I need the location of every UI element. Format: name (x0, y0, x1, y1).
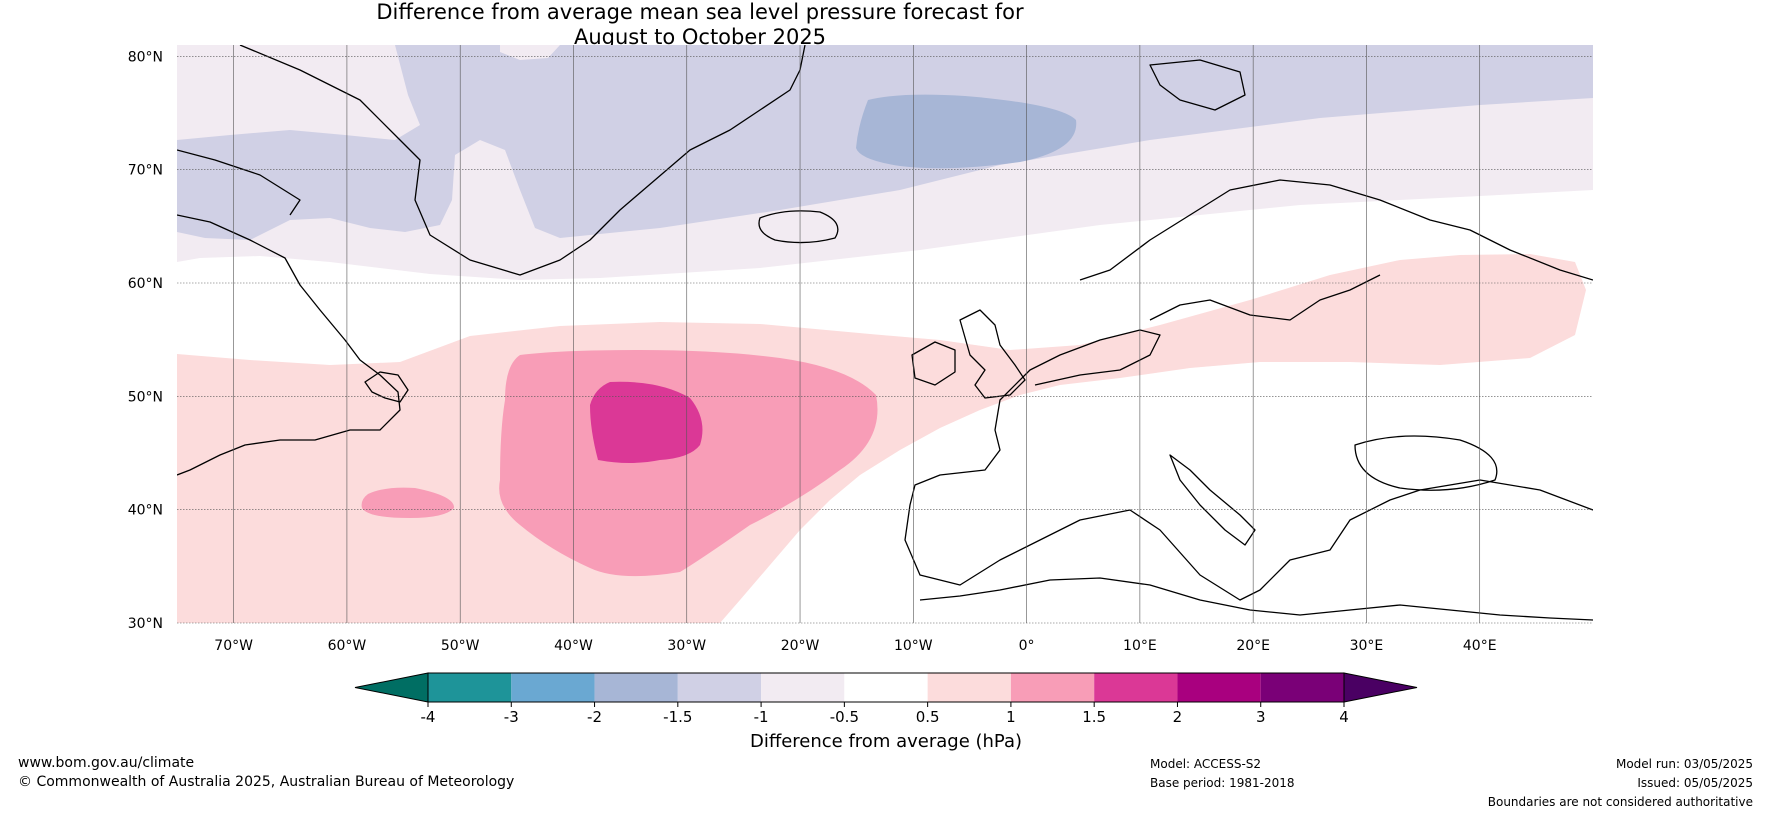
colorbar-bin (844, 673, 928, 702)
lon-tick-label: 10°W (894, 638, 933, 654)
colorbar-tick-label: -0.5 (830, 708, 859, 726)
lon-tick-label: 40°W (554, 638, 593, 654)
colorbar-tick-label: 2 (1173, 708, 1183, 726)
italy-coastline (1169, 454, 1256, 546)
lon-tick-label: 60°W (328, 638, 367, 654)
longitude-labels: 70°W 60°W 50°W 40°W 30°W 20°W 10°W 0° 10°E 20°E 30… (214, 638, 1496, 654)
scandinavia-coastline (1079, 179, 1593, 281)
greenland-coastline (239, 45, 806, 276)
lon-tick-label: 20°W (781, 638, 820, 654)
svalbard-coastline (1149, 59, 1246, 111)
footer-base-period: Base period: 1981-2018 (1150, 776, 1295, 790)
colorbar-tick-label: -3 (504, 708, 519, 726)
colorbar-tick-label: 3 (1256, 708, 1266, 726)
lon-tick-label: 10°E (1123, 638, 1157, 654)
lon-tick-label: 40°E (1463, 638, 1497, 654)
colorbar-bin (1260, 673, 1344, 702)
footer-issued: Issued: 05/05/2025 (1637, 776, 1753, 790)
lon-tick-label: 30°W (667, 638, 706, 654)
colorbar-bin (428, 673, 512, 702)
ireland-coastline (911, 341, 956, 386)
anomaly-region-plus-1-5 (590, 381, 703, 463)
graticule (177, 45, 1593, 624)
colorbar-extend-low (354, 672, 429, 703)
canada-coastline (177, 214, 401, 476)
colorbar-extend-high (1343, 672, 1418, 703)
anomaly-region-minus-1-north-pocket (500, 45, 560, 60)
colorbar-tick-label: 1 (1006, 708, 1016, 726)
map-title: Difference from average mean sea level p… (0, 0, 1400, 50)
colorbar-bin (1010, 673, 1095, 702)
colorbar-bin (1094, 673, 1178, 702)
lon-tick-label: 70°W (214, 638, 253, 654)
colorbar-bin (594, 673, 678, 702)
colorbar-tick-label: -1 (754, 708, 769, 726)
colorbar-bin (1177, 673, 1261, 702)
lat-tick-label: 60°N (128, 276, 163, 292)
footer-copyright: © Commonwealth of Australia 2025, Austra… (18, 774, 515, 790)
latitude-labels: 80°N 70°N 60°N 50°N 40°N 30°N (128, 49, 163, 632)
lon-tick-label: 50°W (441, 638, 480, 654)
colorbar-tick-label: 1.5 (1082, 708, 1106, 726)
black-sea-coastline (1354, 435, 1498, 491)
footer-model-run: Model run: 03/05/2025 (1615, 757, 1753, 771)
iceland-coastline (758, 210, 839, 244)
baltic-coastline (1149, 274, 1381, 321)
lon-tick-label: 0° (1019, 638, 1035, 654)
anomaly-region-minus-1-5 (856, 94, 1077, 169)
colorbar-bin (511, 673, 595, 702)
colorbar-tick-label: 4 (1339, 708, 1349, 726)
lat-tick-label: 70°N (128, 163, 163, 179)
lon-tick-label: 30°E (1350, 638, 1384, 654)
colorbar-tick-label: -2 (587, 708, 602, 726)
colorbar-tick-label: -1.5 (663, 708, 692, 726)
title-line-1: Difference from average mean sea level p… (376, 0, 1024, 24)
colorbar-bin (677, 673, 762, 702)
baffin-coastline (177, 149, 301, 216)
colorbar-label: Difference from average (hPa) (750, 731, 1022, 752)
africa-coastline (919, 577, 1593, 621)
colorbar-bin (761, 673, 845, 702)
britain-coastline (959, 309, 1026, 399)
footer-disclaimer: Boundaries are not considered authoritat… (1487, 795, 1753, 809)
lat-tick-label: 50°N (128, 389, 163, 405)
lon-tick-label: 20°E (1236, 638, 1270, 654)
map-panel (177, 45, 1593, 623)
newfoundland-coastline (364, 371, 409, 403)
footer-model: Model: ACCESS-S2 (1150, 757, 1262, 771)
footer-website: www.bom.gov.au/climate (18, 755, 195, 771)
continental-europe-coastline (904, 329, 1593, 601)
anomaly-region-plus-1-small (361, 487, 455, 518)
lat-tick-label: 40°N (128, 503, 163, 519)
colorbar-tick-label: 0.5 (916, 708, 940, 726)
colorbar-tick-label: -4 (421, 708, 436, 726)
colorbar: -4 -3 -2 -1.5 -1 -0.5 0.5 1 1.5 2 3 4 (354, 672, 1418, 726)
lat-tick-label: 80°N (128, 49, 163, 65)
lat-tick-label: 30°N (128, 616, 163, 632)
colorbar-bin (927, 673, 1011, 702)
coastlines (177, 45, 1593, 621)
